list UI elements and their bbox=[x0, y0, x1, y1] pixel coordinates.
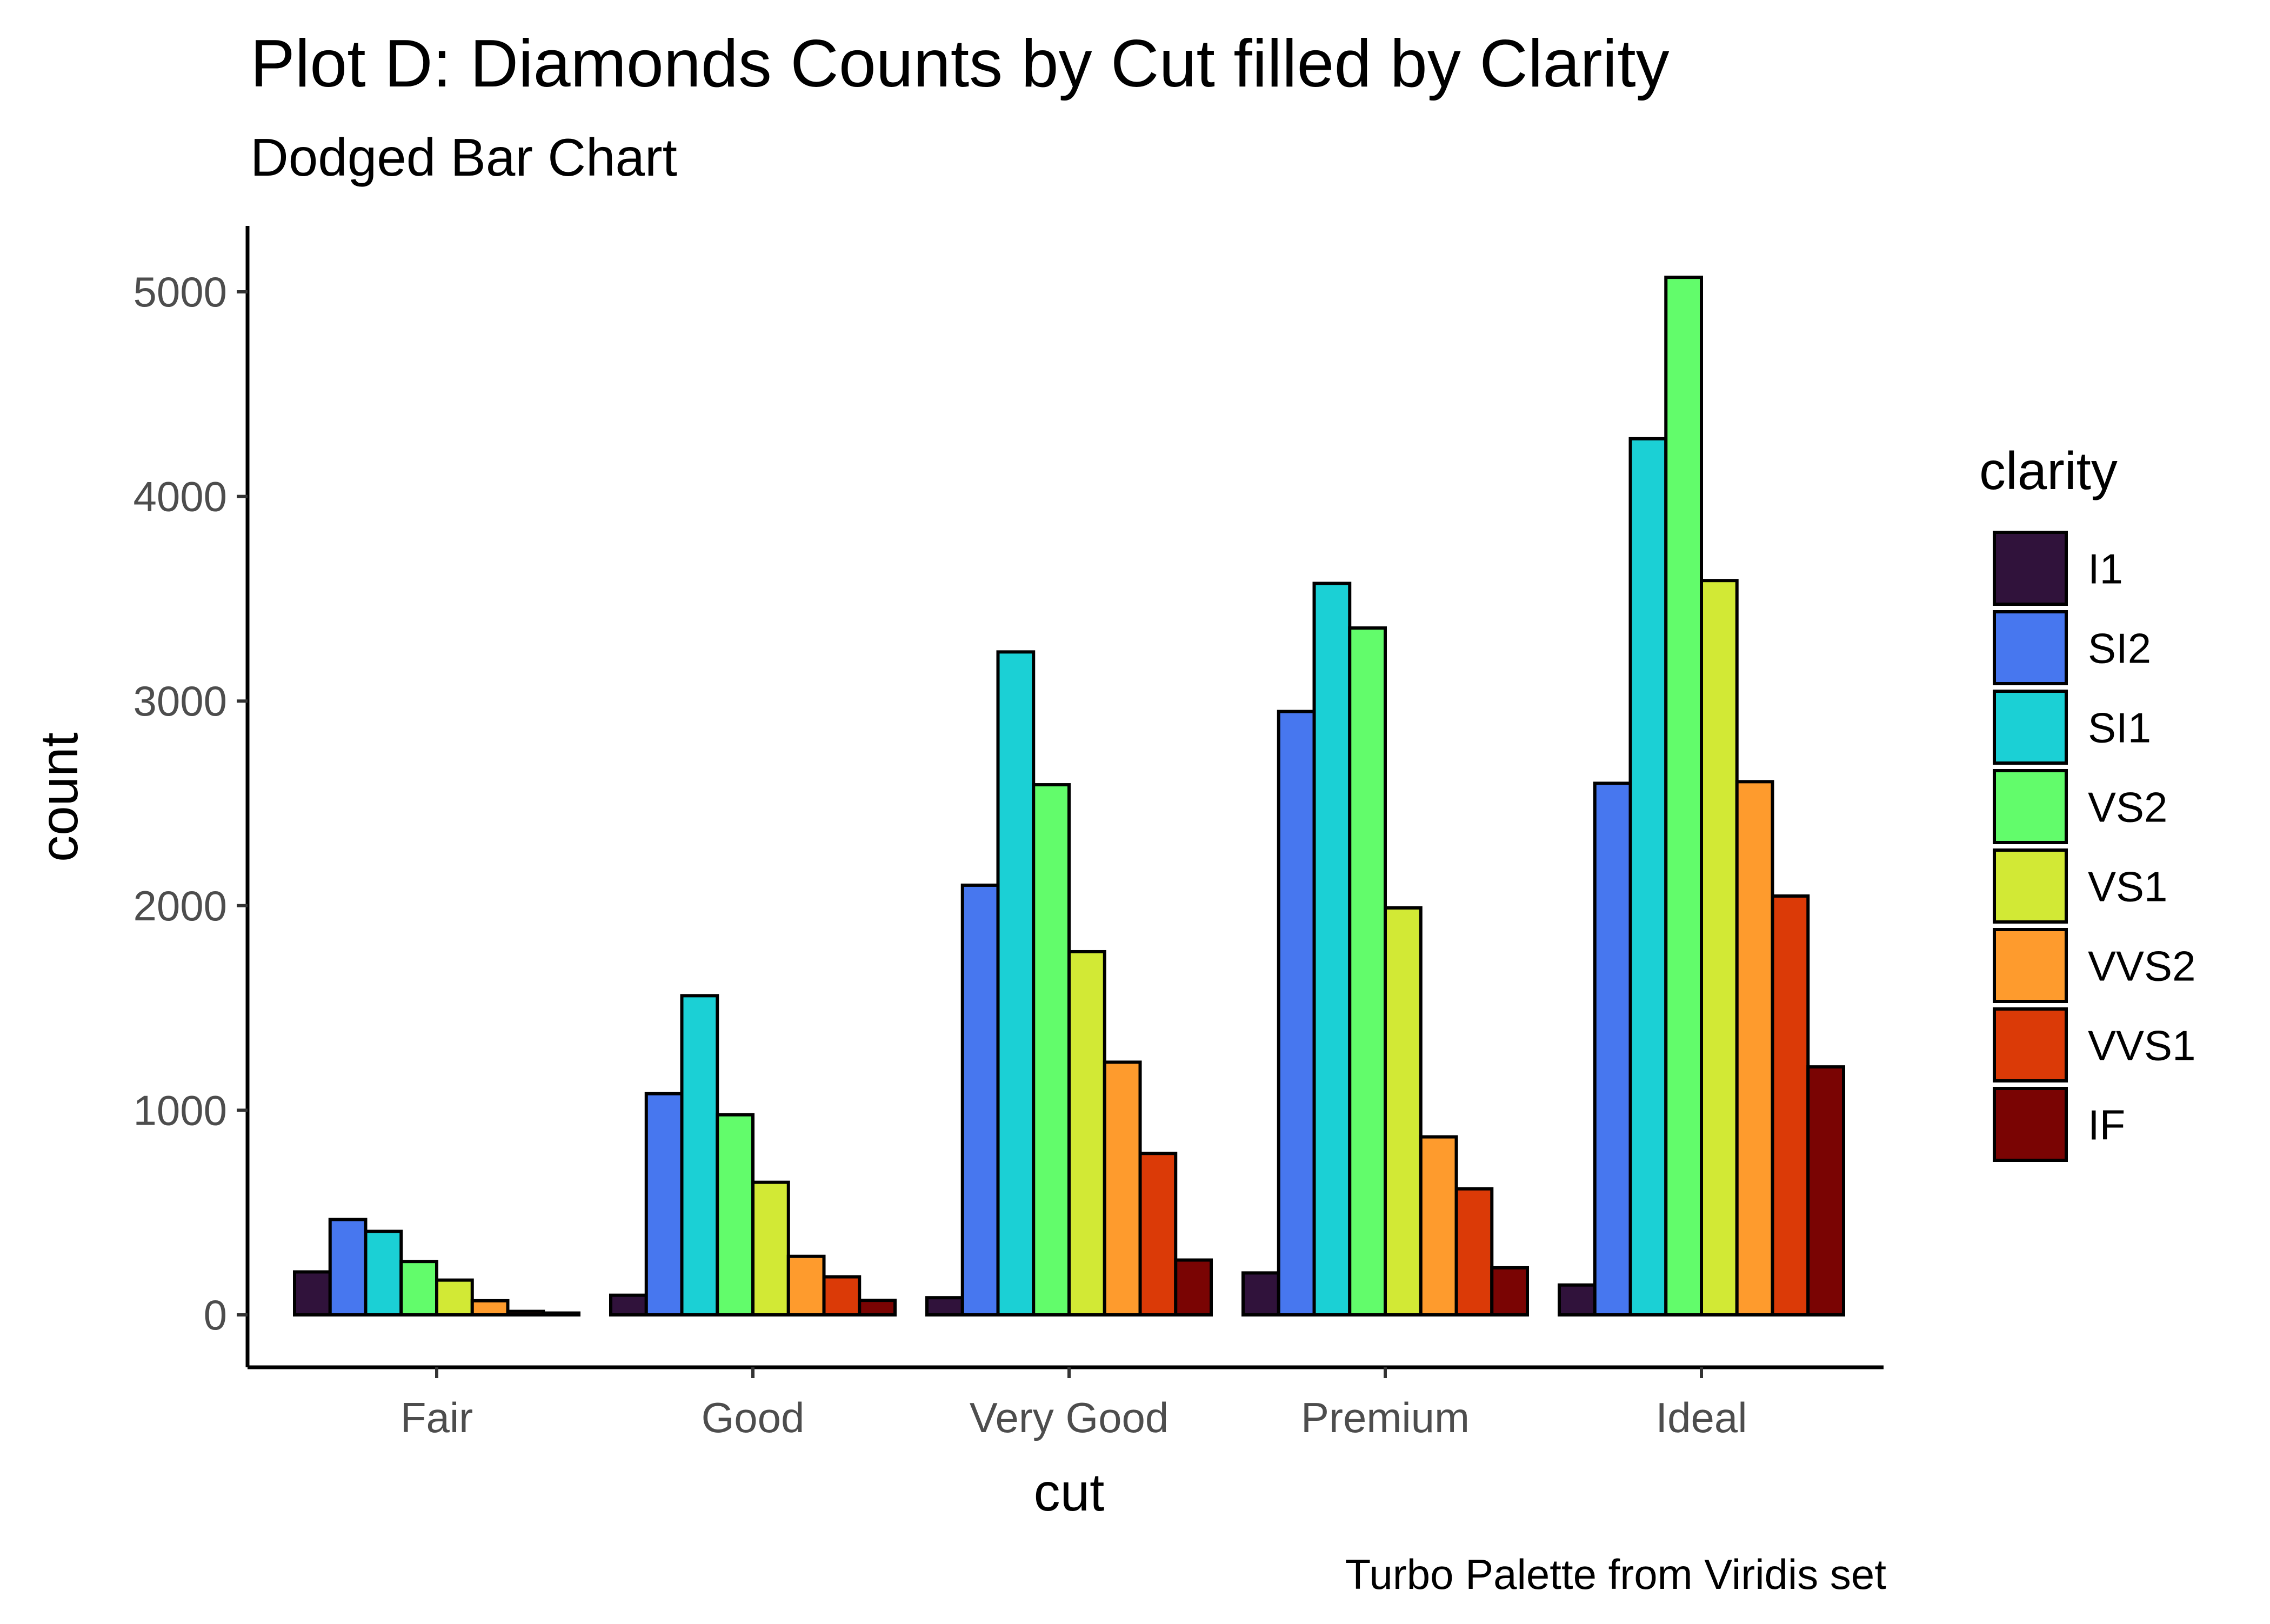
bar-if-fair bbox=[542, 1311, 580, 1316]
bar-vvs1-good bbox=[822, 1275, 862, 1316]
bar-si2-fair bbox=[328, 1218, 368, 1317]
bar-vs2-ideal bbox=[1664, 276, 1703, 1316]
bar-i1-fair bbox=[293, 1270, 332, 1316]
bar-si2-premium bbox=[1277, 710, 1316, 1316]
bar-vs1-premium bbox=[1384, 906, 1423, 1316]
legend-label-vvs1: VVS1 bbox=[2088, 1022, 2195, 1070]
y-tick-label: 3000 bbox=[133, 677, 227, 725]
bar-si2-good bbox=[644, 1092, 684, 1316]
legend: clarity I1 SI2 SI1 VS2 VS1 VVS2 VVS1 IF bbox=[1979, 441, 2195, 1162]
x-tick-label: Premium bbox=[1301, 1394, 1470, 1441]
bar-vs2-fair bbox=[399, 1260, 438, 1316]
bar-si2-very-good bbox=[960, 883, 1000, 1316]
bar-vvs2-ideal bbox=[1735, 780, 1774, 1316]
bar-vs2-very-good bbox=[1032, 783, 1071, 1316]
plot-area: 0 1000 2000 3000 4000 5000 Fair Good Very Good Pr… bbox=[133, 226, 1884, 1441]
legend-label-vs1: VS1 bbox=[2088, 863, 2167, 911]
bar-vvs2-premium bbox=[1419, 1135, 1458, 1316]
bar-si1-very-good bbox=[996, 650, 1036, 1316]
legend-label-si2: SI2 bbox=[2088, 625, 2151, 672]
bar-si1-good bbox=[680, 994, 719, 1317]
bar-vvs2-very-good bbox=[1103, 1060, 1142, 1316]
bar-if-good bbox=[858, 1299, 897, 1316]
bar-si2-ideal bbox=[1593, 781, 1632, 1316]
y-axis-title: count bbox=[29, 732, 89, 862]
bar-vs2-premium bbox=[1348, 626, 1387, 1316]
legend-key-vs1 bbox=[1993, 848, 2068, 924]
legend-key-vvs1 bbox=[1993, 1007, 2068, 1082]
bar-si1-fair bbox=[364, 1229, 403, 1317]
bar-vvs1-premium bbox=[1454, 1187, 1494, 1317]
bar-vs1-fair bbox=[435, 1278, 474, 1316]
x-axis-title: cut bbox=[1034, 1462, 1105, 1522]
legend-label-si1: SI1 bbox=[2088, 704, 2151, 752]
legend-key-vs2 bbox=[1993, 769, 2068, 844]
x-tick-label: Ideal bbox=[1655, 1394, 1747, 1441]
x-tick-label: Good bbox=[702, 1394, 805, 1441]
legend-label-i1: I1 bbox=[2088, 545, 2123, 593]
bar-i1-ideal bbox=[1558, 1283, 1597, 1316]
y-tick-label: 4000 bbox=[133, 473, 227, 520]
bar-vs1-very-good bbox=[1067, 950, 1106, 1316]
bar-if-ideal bbox=[1806, 1065, 1845, 1317]
chart-title: Plot D: Diamonds Counts by Cut filled by… bbox=[250, 26, 1670, 101]
legend-label-if: IF bbox=[2088, 1101, 2125, 1149]
y-tick-label: 2000 bbox=[133, 882, 227, 930]
bar-vs1-good bbox=[751, 1180, 790, 1317]
y-tick-label: 5000 bbox=[133, 268, 227, 316]
bar-si1-premium bbox=[1312, 582, 1352, 1316]
chart-subtitle: Dodged Bar Chart bbox=[250, 128, 677, 187]
bar-i1-premium bbox=[1241, 1271, 1280, 1316]
bar-if-premium bbox=[1490, 1266, 1529, 1317]
bar-vvs1-very-good bbox=[1138, 1152, 1178, 1317]
bar-vvs1-ideal bbox=[1771, 894, 1810, 1317]
legend-key-vvs2 bbox=[1993, 928, 2068, 1003]
legend-label-vs2: VS2 bbox=[2088, 784, 2167, 831]
bar-vs1-ideal bbox=[1700, 579, 1739, 1316]
legend-key-i1 bbox=[1993, 531, 2068, 606]
legend-label-vvs2: VVS2 bbox=[2088, 943, 2195, 990]
bar-vvs1-fair bbox=[506, 1309, 545, 1316]
bar-i1-very-good bbox=[925, 1296, 964, 1316]
bar-vvs2-fair bbox=[470, 1299, 510, 1317]
legend-key-si1 bbox=[1993, 690, 2068, 765]
legend-key-si2 bbox=[1993, 610, 2068, 685]
legend-key-if bbox=[1993, 1087, 2068, 1162]
bar-if-very-good bbox=[1174, 1258, 1213, 1316]
bar-i1-good bbox=[609, 1293, 648, 1316]
chart-caption: Turbo Palette from Viridis set bbox=[1345, 1551, 1887, 1598]
bar-vs2-good bbox=[716, 1113, 755, 1317]
y-tick-label: 1000 bbox=[133, 1086, 227, 1134]
x-tick-label: Fair bbox=[400, 1394, 473, 1441]
bar-vvs2-good bbox=[786, 1254, 826, 1317]
y-tick-label: 0 bbox=[204, 1291, 227, 1339]
legend-title: clarity bbox=[1979, 441, 2118, 500]
x-tick-label: Very Good bbox=[970, 1394, 1169, 1441]
bar-si1-ideal bbox=[1628, 437, 1668, 1316]
